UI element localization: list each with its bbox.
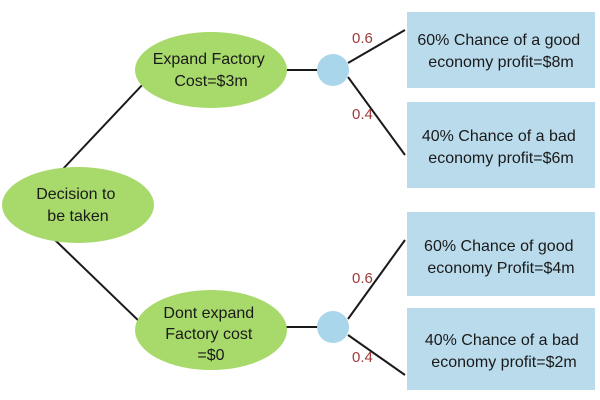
outcome-box-expand-good-shape — [407, 12, 595, 88]
probability-expand-good: 0.6 — [352, 30, 373, 47]
outcome-box-expand-bad: 40% Chance of a bad economy profit=$6m — [407, 102, 595, 188]
outcome-box-dont-expand-bad-shape — [407, 308, 595, 390]
outcome-box-dont-expand-good: 60% Chance of good economy Profit=$4m — [407, 212, 595, 296]
option-node-dont-expand: Dont expand Factory cost =$0 — [135, 290, 287, 370]
outcome-dont-expand-bad-line1: 40% Chance of a bad — [425, 332, 579, 349]
probability-dont-expand-good: 0.6 — [352, 270, 373, 287]
svg-text:Decision to be taken: Decision to be taken — [36, 186, 120, 225]
chance-node-dont-expand — [317, 311, 349, 343]
edge-chance1-good — [347, 29, 406, 64]
edge-chance2-bad — [347, 334, 406, 376]
svg-text:0.6: 0.6 — [352, 30, 373, 47]
option-node-dont-expand-shape — [135, 290, 287, 370]
svg-text:Dont expand Factory cost: Dont expand Factory cost =$0 — [163, 305, 258, 364]
option-dont-expand-label-line2: Factory cost — [165, 326, 253, 343]
svg-text:0.4: 0.4 — [352, 349, 373, 366]
probability-expand-bad: 0.4 — [352, 106, 373, 123]
option-node-expand: Expand Factory Cost=$3m — [135, 32, 287, 108]
option-expand-label-line2: Cost=$3m — [174, 73, 247, 90]
edge-decision-to-dont-expand — [54, 239, 144, 326]
svg-text:40% Chance of a bad econ: 40% Chance of a bad economy profit=$6m — [422, 128, 580, 167]
option-expand-label-line1: Expand Factory — [153, 51, 265, 68]
outcome-dont-expand-bad-line2: economy profit=$2m — [431, 354, 576, 371]
outcome-box-dont-expand-bad: 40% Chance of a bad economy profit=$2m — [407, 308, 595, 390]
outcome-dont-expand-good-line1: 60% Chance of good — [424, 238, 573, 255]
outcome-expand-bad-line1: 40% Chance of a bad — [422, 128, 576, 145]
outcome-expand-good-line1: 60% Chance of a good — [417, 32, 580, 49]
svg-text:0.6: 0.6 — [352, 270, 373, 287]
outcome-expand-bad-line2: economy profit=$6m — [428, 150, 573, 167]
svg-text:Expand Factory Cost=$3m: Expand Factory Cost=$3m — [153, 51, 270, 90]
option-dont-expand-label-line1: Dont expand — [163, 305, 254, 322]
svg-text:60% Chance of good econo: 60% Chance of good economy Profit=$4m — [424, 238, 578, 277]
decision-label-line1: Decision to — [36, 186, 115, 203]
edge-chance1-bad — [347, 76, 406, 156]
connector-lines — [54, 29, 406, 376]
outcome-dont-expand-good-line2: economy Profit=$4m — [427, 260, 574, 277]
option-dont-expand-label-line3: =$0 — [197, 347, 224, 364]
outcome-box-dont-expand-good-shape — [407, 212, 595, 296]
outcome-expand-good-line2: economy profit=$8m — [428, 54, 573, 71]
decision-node-shape — [2, 167, 154, 243]
decision-label-line2: be taken — [47, 208, 108, 225]
edge-chance2-good — [347, 239, 406, 320]
chance-node-expand — [317, 54, 349, 86]
option-node-expand-shape — [135, 32, 287, 108]
decision-node: Decision to be taken — [2, 167, 154, 243]
svg-text:40% Chance of a bad econ: 40% Chance of a bad economy profit=$2m — [425, 332, 583, 371]
probability-dont-expand-bad: 0.4 — [352, 349, 373, 366]
outcome-box-expand-good: 60% Chance of a good economy profit=$8m — [407, 12, 595, 88]
svg-text:0.4: 0.4 — [352, 106, 373, 123]
outcome-box-expand-bad-shape — [407, 102, 595, 188]
edge-decision-to-expand — [61, 81, 146, 171]
svg-text:60% Chance of a good eco: 60% Chance of a good economy profit=$8m — [417, 32, 584, 71]
